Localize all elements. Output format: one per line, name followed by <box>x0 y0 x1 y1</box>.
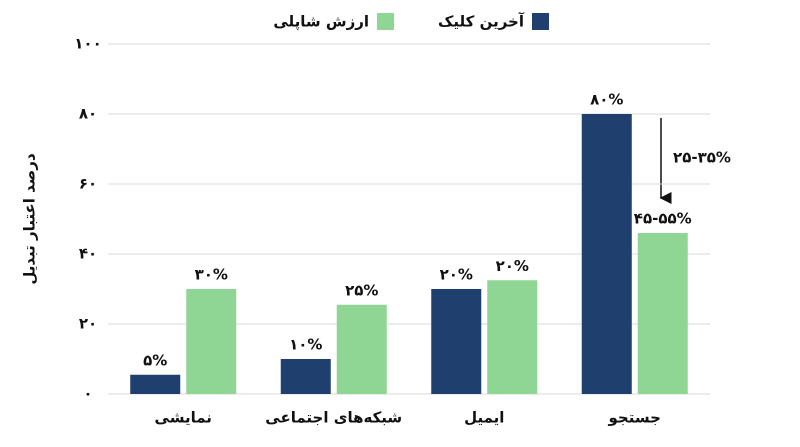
y-tick-label: ۰ <box>83 385 92 403</box>
y-tick-label: ۱۰۰ <box>74 35 101 53</box>
y-axis-label: درصد اعتبار تبدیل <box>21 153 39 285</box>
bar <box>130 374 181 394</box>
arrow-annotation: ۲۵-۳۵% <box>673 149 731 167</box>
bar <box>186 289 237 394</box>
x-tick-label: شبکه‌های اجتماعی <box>265 409 402 427</box>
data-label: ۸۰% <box>590 91 623 109</box>
bar <box>581 114 632 394</box>
y-tick-label: ۴۰ <box>79 245 97 263</box>
legend-label: آخرین کلیک <box>438 13 525 31</box>
x-tick-label: جستجو <box>608 409 661 427</box>
legend-swatch <box>532 13 549 30</box>
y-tick-label: ۸۰ <box>79 105 97 123</box>
data-label: ۲۰% <box>496 257 529 275</box>
bar <box>336 304 387 394</box>
data-label: ۲۰% <box>440 266 473 284</box>
x-tick-label: ایمیل <box>464 409 504 427</box>
data-label: ۱۰% <box>289 336 322 354</box>
data-label: ۴۵-۵۵% <box>634 210 692 228</box>
bar <box>431 289 482 394</box>
bar <box>487 280 538 394</box>
legend-swatch <box>377 13 394 30</box>
x-tick-label: نمایشی <box>155 409 212 427</box>
y-tick-label: ۲۰ <box>79 315 97 333</box>
bar <box>637 233 688 394</box>
legend-label: ارزش شاپلی <box>273 13 369 32</box>
y-tick-label: ۶۰ <box>79 175 97 193</box>
data-label: ۵% <box>143 351 167 369</box>
data-label: ۲۵% <box>345 281 378 299</box>
data-label: ۳۰% <box>195 266 228 284</box>
bar <box>280 359 331 394</box>
